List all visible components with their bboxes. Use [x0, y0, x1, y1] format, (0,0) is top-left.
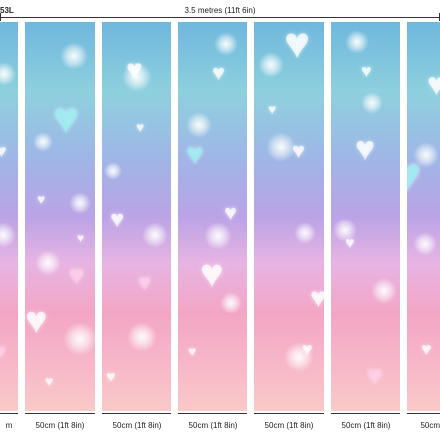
- bokeh-light: [127, 322, 157, 352]
- bokeh-light: [413, 232, 437, 256]
- heart-icon: ♥: [45, 373, 54, 389]
- panel-width-bar: [0, 411, 440, 440]
- bokeh-light: [142, 222, 168, 248]
- panel-width-label-4: 50cm (1ft 8in): [188, 421, 238, 430]
- wallpaper-panel-2: ♥ ♥ ♥ ♥ ♥ ♥: [25, 22, 95, 411]
- heart-icon: ♥: [188, 343, 197, 359]
- bokeh-light: [122, 62, 152, 92]
- heart-icon: ♥: [427, 66, 440, 102]
- heart-icon: ♥: [224, 200, 238, 225]
- bokeh-light: [220, 292, 242, 314]
- wallpaper-panel-1: ♥ ♥: [0, 22, 18, 411]
- bokeh-light: [0, 222, 16, 248]
- panel-width-label-3: 50cm (1ft 8in): [112, 421, 162, 430]
- bokeh-light: [258, 52, 284, 78]
- bokeh-light: [361, 92, 383, 114]
- heart-icon: ♥: [37, 191, 46, 207]
- wallpaper-panel-3: ♥ ♥ ♥ ♥ ♥: [102, 22, 171, 411]
- wallpaper-panel-5: ♥ ♥ ♥ ♥ ♥: [254, 22, 324, 411]
- heart-icon: ♥: [200, 252, 224, 296]
- heart-icon: ♥: [212, 60, 226, 85]
- heart-icon: ♥: [0, 342, 6, 362]
- heart-icon: ♥: [310, 282, 324, 313]
- bokeh-light: [69, 192, 91, 214]
- heart-icon: ♥: [77, 231, 85, 245]
- bokeh-light: [104, 162, 122, 180]
- heart-icon: ♥: [302, 339, 313, 359]
- bokeh-light: [63, 322, 95, 356]
- bokeh-light: [345, 30, 369, 54]
- bokeh-light: [294, 222, 316, 244]
- top-dimension-bar: 53L 3.5 metres (11ft 6in): [0, 0, 440, 22]
- bokeh-light: [33, 132, 53, 152]
- panel-width-line-4: [178, 413, 247, 414]
- heart-icon: ♥: [69, 260, 85, 290]
- heart-icon: ♥: [367, 360, 383, 390]
- heart-icon: ♥: [136, 119, 145, 135]
- panel-width-line-1: [0, 413, 18, 414]
- heart-icon: ♥: [106, 369, 116, 386]
- total-width-line: [0, 17, 440, 18]
- panel-width-line-7: [407, 413, 440, 414]
- panel-width-line-3: [102, 413, 171, 414]
- bokeh-light: [0, 62, 16, 86]
- panel-width-label-1: m: [5, 421, 13, 430]
- bokeh-light: [60, 42, 88, 70]
- bokeh-light: [186, 112, 212, 138]
- panel-width-label-2: 50cm (1ft 8in): [35, 421, 85, 430]
- heart-icon: ♥: [284, 22, 311, 68]
- panel-width-line-6: [331, 413, 400, 414]
- heart-icon: ♥: [407, 149, 422, 202]
- wallpaper-panel-4: ♥ ♥ ♥ ♥ ♥: [178, 22, 247, 411]
- heart-icon: ♥: [292, 138, 306, 163]
- wallpaper-panel-6: ♥ ♥ ♥ ♥: [331, 22, 400, 411]
- bokeh-light: [413, 142, 439, 168]
- panel-width-label-6: 50cm (1ft 8in): [341, 421, 391, 430]
- heart-icon: ♥: [126, 54, 143, 85]
- heart-icon: ♥: [361, 61, 372, 81]
- product-code: 53L: [0, 6, 14, 15]
- bokeh-light: [284, 342, 314, 372]
- heart-icon: ♥: [421, 339, 432, 359]
- panel-width-line-5: [254, 413, 324, 414]
- heart-icon: ♥: [53, 94, 80, 143]
- bokeh-light: [266, 132, 296, 162]
- heart-icon: ♥: [110, 206, 125, 233]
- wallpaper-panel-7: ♥ ♥ ♥: [407, 22, 440, 411]
- heart-icon: ♥: [355, 130, 376, 168]
- heart-icon: ♥: [25, 300, 48, 342]
- heart-icon: ♥: [345, 235, 355, 252]
- panel-width-label-7: 50cm: [420, 421, 440, 430]
- bokeh-light: [214, 32, 238, 56]
- bokeh-light: [333, 218, 357, 242]
- bokeh-light: [371, 278, 397, 304]
- panel-width-line-2: [25, 413, 95, 414]
- total-width-tick-left: [0, 13, 1, 21]
- panel-width-label-5: 50cm (1ft 8in): [264, 421, 314, 430]
- total-width-label: 3.5 metres (11ft 6in): [184, 6, 256, 15]
- heart-icon: ♥: [138, 270, 152, 295]
- heart-icon: ♥: [186, 138, 204, 171]
- bokeh-light: [35, 250, 61, 276]
- heart-icon: ♥: [0, 141, 7, 161]
- bokeh-light: [204, 222, 232, 250]
- heart-icon: ♥: [268, 101, 277, 117]
